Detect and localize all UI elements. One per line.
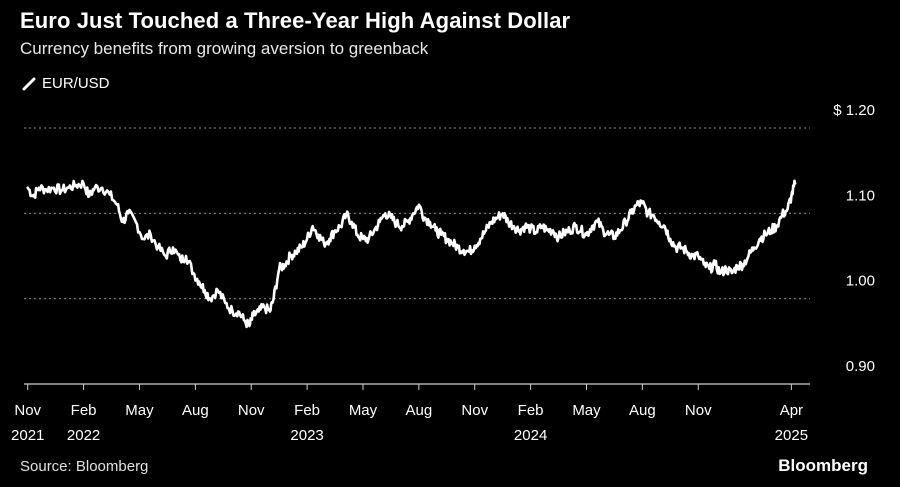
x-tick-year-0: 2021 [11, 427, 44, 444]
x-tick-year-5: 2023 [290, 427, 323, 444]
x-tick-label-2: May [125, 402, 154, 419]
x-tick-label-1: Feb [71, 402, 97, 419]
x-tick-year-1: 2022 [67, 427, 100, 444]
legend-line-icon [22, 77, 36, 90]
series-layer [26, 179, 797, 329]
chart-title: Euro Just Touched a Three-Year High Agai… [20, 8, 571, 33]
y-tick-label-2: 1.00 [846, 273, 875, 290]
x-tick-label-13: Apr [780, 402, 803, 419]
x-tick-label-6: May [349, 402, 378, 419]
legend-label: EUR/USD [42, 75, 110, 92]
x-tick-label-5: Feb [294, 402, 320, 419]
x-tick-label-12: Nov [685, 402, 712, 419]
x-tick-label-3: Aug [182, 402, 209, 419]
x-tick-label-7: Aug [406, 402, 433, 419]
y-tick-label-0: $ 1.20 [833, 102, 875, 119]
chart-subtitle: Currency benefits from growing aversion … [20, 39, 429, 58]
source-note: Source: Bloomberg [20, 458, 149, 475]
legend: EUR/USD [22, 75, 110, 92]
x-tick-label-4: Nov [238, 402, 265, 419]
series-line-eurusd [26, 179, 797, 329]
brand-logo: Bloomberg [778, 456, 868, 475]
x-tick-year-13: 2025 [775, 427, 808, 444]
x-axis: Nov 2021 Feb 2022 May Aug Nov Feb 2023 May Aug Nov F… [11, 384, 808, 444]
y-tick-label-1: 1.10 [846, 187, 875, 204]
x-tick-year-9: 2024 [514, 427, 547, 444]
gridlines [24, 127, 810, 385]
x-tick-label-9: Feb [518, 402, 544, 419]
x-tick-label-0: Nov [14, 402, 41, 419]
x-tick-label-11: Aug [629, 402, 656, 419]
y-axis: $ 1.20 1.10 1.00 0.90 [833, 102, 875, 375]
x-tick-label-8: Nov [461, 402, 488, 419]
x-tick-label-10: May [572, 402, 601, 419]
y-tick-label-3: 0.90 [846, 358, 875, 375]
